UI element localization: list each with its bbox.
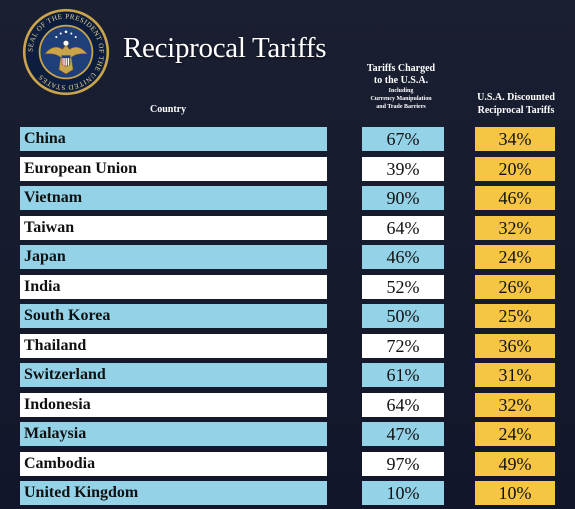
charged-header-subline: Currency Manipulation [370,96,432,102]
country-column-header: Country [150,104,187,115]
discounted-tariff-cell: 32% [475,392,555,417]
table-row: United Kingdom 10% 10% [0,481,575,505]
table-row: Indonesia 64% 32% [0,392,575,417]
discounted-tariff-cell: 20% [475,156,555,181]
country-cell: Vietnam [20,186,327,210]
table-row: Switzerland 61% 31% [0,363,575,387]
country-cell: Indonesia [20,392,327,417]
country-cell: Malaysia [20,422,327,446]
table-row: Taiwan 64% 32% [0,215,575,240]
country-cell: Thailand [20,333,327,358]
charged-tariff-cell: 10% [362,481,444,505]
discounted-tariff-cell: 34% [475,127,555,151]
charged-tariff-cell: 72% [362,333,444,358]
country-cell: Japan [20,245,327,269]
charged-tariff-cell: 61% [362,363,444,387]
charged-tariff-cell: 50% [362,304,444,328]
discounted-tariff-cell: 26% [475,274,555,299]
discounted-tariff-cell: 24% [475,422,555,446]
charged-tariff-cell: 64% [362,392,444,417]
discounted-column-header: U.S.A. Discounted Reciprocal Tariffs [460,91,572,117]
charged-tariff-cell: 64% [362,215,444,240]
discounted-tariff-cell: 31% [475,363,555,387]
table-row: Cambodia 97% 49% [0,451,575,476]
country-cell: Cambodia [20,451,327,476]
charged-tariff-cell: 52% [362,274,444,299]
table-row: India 52% 26% [0,274,575,299]
charged-tariff-cell: 39% [362,156,444,181]
table-row: European Union 39% 20% [0,156,575,181]
presidential-seal-icon: SEAL OF THE PRESIDENT OF THE UNITED STAT… [22,8,110,96]
country-cell: China [20,127,327,151]
country-cell: South Korea [20,304,327,328]
discounted-header-line: U.S.A. Discounted [477,92,555,103]
table-row: China 67% 34% [0,127,575,151]
country-cell: European Union [20,156,327,181]
country-cell: United Kingdom [20,481,327,505]
charged-tariff-cell: 47% [362,422,444,446]
discounted-tariff-cell: 32% [475,215,555,240]
table-row: Japan 46% 24% [0,245,575,269]
charged-tariff-cell: 46% [362,245,444,269]
discounted-header-line: Reciprocal Tariffs [477,105,555,116]
charged-tariff-cell: 97% [362,451,444,476]
charged-header-subline: Including [388,88,414,94]
page-title: Reciprocal Tariffs [123,32,327,64]
country-cell: Switzerland [20,363,327,387]
charged-header-line: to the U.S.A. [373,75,429,86]
table-row: Vietnam 90% 46% [0,186,575,210]
charged-header-line: Tariffs Charged [366,63,436,74]
table-row: Malaysia 47% 24% [0,422,575,446]
table-row: South Korea 50% 25% [0,304,575,328]
charged-column-header: Tariffs Charged to the U.S.A. Including … [352,63,450,111]
discounted-tariff-cell: 49% [475,451,555,476]
charged-tariff-cell: 90% [362,186,444,210]
discounted-tariff-cell: 46% [475,186,555,210]
discounted-tariff-cell: 36% [475,333,555,358]
charged-header-subline: and Trade Barriers [376,104,426,110]
country-cell: Taiwan [20,215,327,240]
table-row: Thailand 72% 36% [0,333,575,358]
country-cell: India [20,274,327,299]
charged-tariff-cell: 67% [362,127,444,151]
discounted-tariff-cell: 24% [475,245,555,269]
discounted-tariff-cell: 25% [475,304,555,328]
discounted-tariff-cell: 10% [475,481,555,505]
